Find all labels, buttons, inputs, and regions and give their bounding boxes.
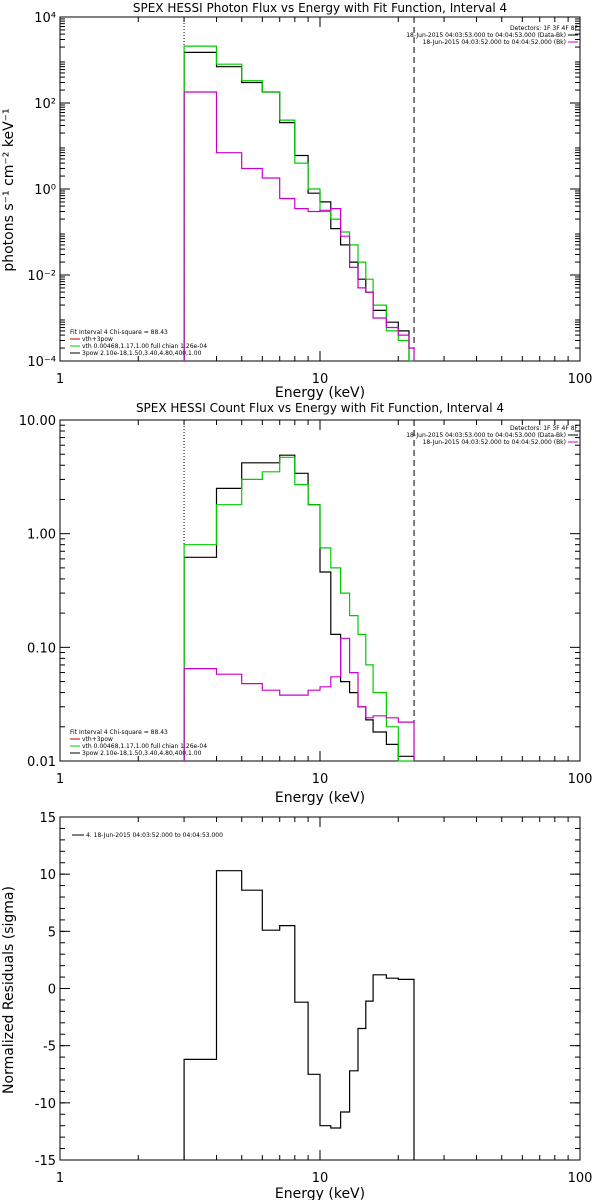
panel-3-x-label: Energy (keV) [275,1186,365,1200]
panel-2-x-tick-label: 10 [312,772,329,787]
panel-1-y-tick-label: 10⁻⁴ [27,355,56,370]
panel-3-y-label: Normalized Residuals (sigma) [1,886,17,1094]
panel-2-data-histogram-series [183,454,415,761]
panel-3-x-tick-label: 100 [568,1171,593,1186]
panel-2-legend-bottom-line-2: vth 0.00468,1.17,1.00 full chian 1.26e-0… [82,743,207,750]
panel-2-y-tick-label: 0.10 [27,641,56,656]
count-flux-panel: SPEX HESSI Count Flux vs Energy with Fit… [19,401,593,806]
panel-3-y-tick-label: 5 [48,925,56,940]
panel-3-y-tick-label: 10 [39,868,56,883]
panel-2-title: SPEX HESSI Count Flux vs Energy with Fit… [136,401,504,415]
panel-1-y-tick-label: 10⁰ [34,183,56,198]
panel-1-legend-bottom-line-3: 3pow 2.10e-18,1.50,3.40,4.80,400,1.00 [82,350,202,357]
panel-2-legend-bottom-header: Fit Interval 4 Chi-square = 88.43 [70,729,168,736]
panel-2-legend-bottom-line-1: vth+3pow [82,736,113,743]
panel-1-y-label: photons s⁻¹ cm⁻² keV⁻¹ [1,108,17,271]
panel-3-y-tick-label: -15 [35,1154,56,1169]
panel-1-x-tick-label: 10 [312,372,329,387]
panel-2-x-tick-label: 100 [568,772,593,787]
panel-1-legend-top-header: Detectors: 1F 3F 4F 8F [510,25,579,32]
panel-3-x-tick-label: 10 [312,1171,329,1186]
panel-2-y-tick-label: 10.00 [19,414,56,429]
panel-3-y-tick-label: 0 [48,983,56,998]
residuals-panel: Energy (keV) Normalized Residuals (sigma… [1,811,592,1200]
panel-2-y-tick-label: 1.00 [27,528,56,543]
panel-2-model-histogram-series [183,456,414,762]
panel-1-y-tick-label: 10⁴ [34,11,56,26]
panel-1-legend-top-line-1: 18-Jun-2015 04:03:53.000 to 04:04:53.000… [406,32,566,39]
panel-3-y-tick-label: -5 [43,1040,56,1055]
panel-1-title: SPEX HESSI Photon Flux vs Energy with Fi… [133,1,507,15]
panel-1-x-tick-label: 100 [568,372,593,387]
panel-3-legend-line-1: 4. 18-Jun-2015 04:03:52.000 to 04:04:53.… [86,832,223,839]
panel-2-plot-frame [59,419,581,762]
panel-1-y-tick-label: 10² [34,97,56,112]
panel-3-data-histogram-series [183,870,415,1160]
panel-2-x-label: Energy (keV) [275,790,365,806]
panel-2-legend-bottom-line-3: 3pow 2.10e-18,1.50,3.40,4.80,400,1.00 [82,750,202,757]
panel-1-legend-top-line-2: 18-Jun-2015 04:03:52.000 to 04:04:52.000… [423,39,566,46]
panel-1-legend-bottom-line-1: vth+3pow [82,336,113,343]
panel-2-legend-top-line-1: 18-Jun-2015 04:03:53.000 to 04:04:53.000… [406,432,566,439]
panel-3-y-tick-label: -10 [35,1097,56,1112]
panel-1-background-histogram-series [183,91,415,361]
panel-1-legend-bottom-header: Fit Interval 4 Chi-square = 88.43 [70,329,168,336]
panel-2-legend-top-header: Detectors: 1F 3F 4F 8F [510,425,579,432]
panel-1-model-histogram-series [183,45,414,362]
panel-1-y-tick-label: 10⁻² [27,269,56,284]
panel-1-x-label: Energy (keV) [275,385,365,401]
panel-2-y-tick-label: 0.01 [27,755,56,770]
panel-2-background-histogram-series [183,637,415,761]
panel-1-data-histogram-series [183,51,414,362]
panel-2-x-tick-label: 1 [56,772,64,787]
panel-2-legend-top-line-2: 18-Jun-2015 04:03:52.000 to 04:04:52.000… [423,439,566,446]
panel-3-y-tick-label: 15 [39,811,56,826]
photon-flux-panel: SPEX HESSI Photon Flux vs Energy with Fi… [1,1,592,401]
panel-3-x-tick-label: 1 [56,1171,64,1186]
panel-1-legend-bottom-line-2: vth 0.00468,1.17,1.00 full chian 1.26e-0… [82,343,207,350]
panel-1-x-tick-label: 1 [56,372,64,387]
